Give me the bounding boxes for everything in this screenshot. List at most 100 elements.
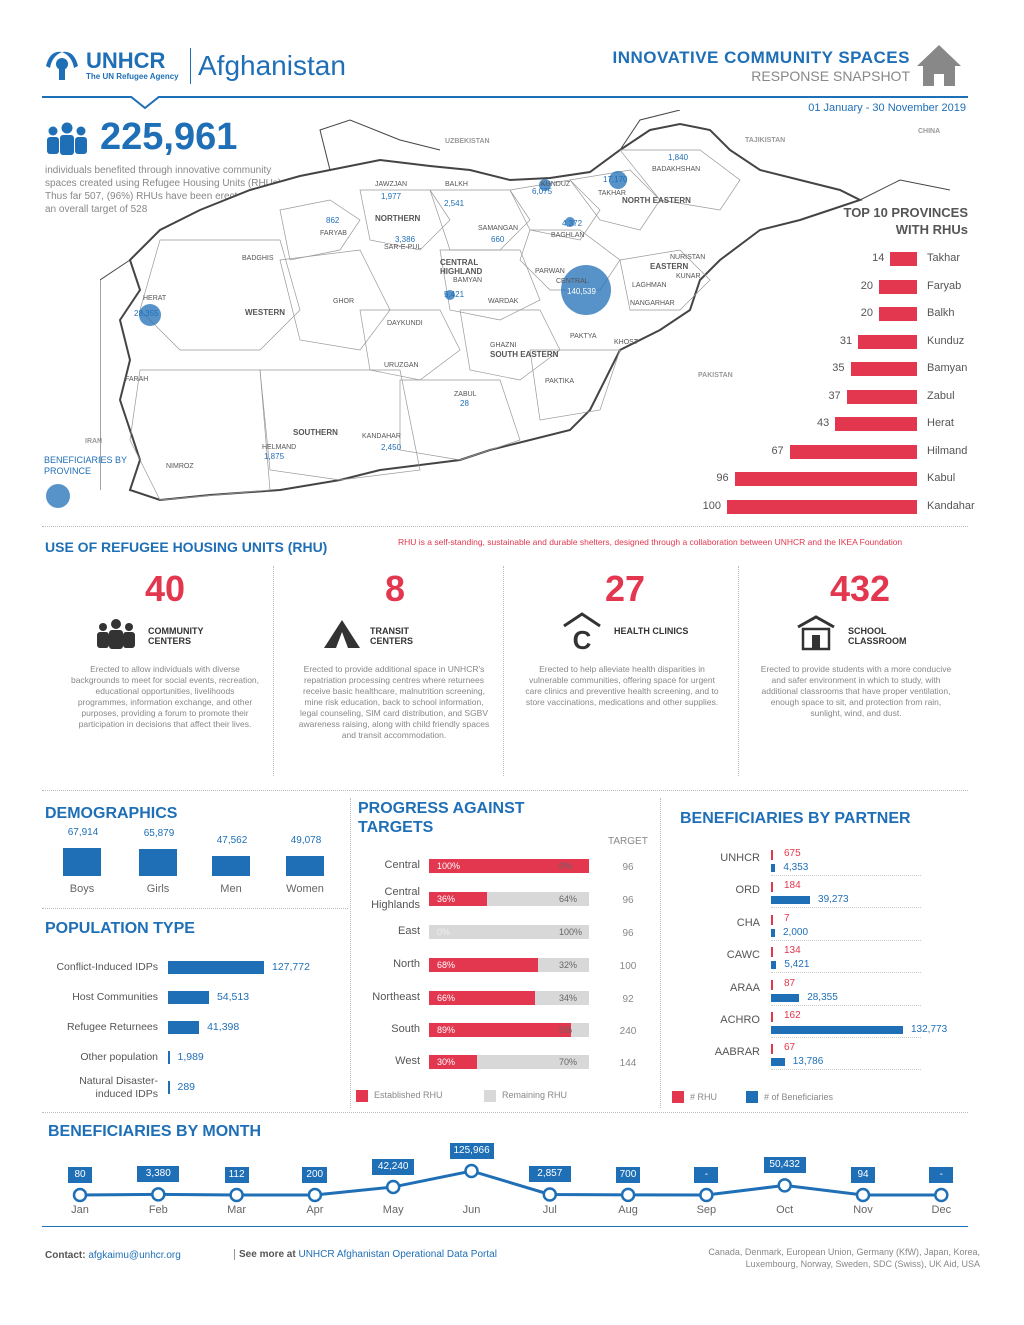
monthly-point <box>935 1189 947 1201</box>
progress-title-1: PROGRESS AGAINST <box>358 800 525 818</box>
demographic-label: Men <box>208 883 254 895</box>
afghanistan-map <box>100 110 950 530</box>
top10-label: Balkh <box>927 307 955 319</box>
partner-name: AABRAR <box>700 1046 760 1058</box>
map-province-value: 17,170 <box>603 175 627 184</box>
top10-value: 96 <box>699 472 729 484</box>
monthly-value: 80 <box>68 1167 92 1183</box>
section-divider-v <box>660 798 661 1108</box>
top10-value: 67 <box>754 445 784 457</box>
map-province-label: LAGHMAN <box>632 282 667 289</box>
map-province-value: 2,541 <box>444 199 464 208</box>
partner-rhu-value: 675 <box>784 848 801 859</box>
top10-bar <box>851 362 918 376</box>
demographics-title: DEMOGRAPHICS <box>45 805 177 823</box>
map-province-label: HERAT <box>143 295 166 302</box>
map-province-label: BADAKHSHAN <box>652 166 700 173</box>
top10-label: Zabul <box>927 390 955 402</box>
monthly-line-chart <box>0 1140 1024 1230</box>
monthly-point <box>152 1188 164 1200</box>
progress-title-2: TARGETS <box>358 819 433 837</box>
map-province-label: KANDAHAR <box>362 433 401 440</box>
demographic-label: Girls <box>135 883 181 895</box>
map-province-value: 1,840 <box>668 153 688 162</box>
partner-name: CHA <box>700 917 760 929</box>
partner-row-divider <box>771 940 921 941</box>
partner-rhu-bar <box>771 915 773 925</box>
progress-established-pct: 68% <box>437 960 455 970</box>
monthly-point <box>74 1189 86 1201</box>
map-region-label: EASTERN <box>650 262 688 271</box>
partner-name: ARAA <box>700 982 760 994</box>
progress-region: Northeast <box>350 991 420 1003</box>
map-country-label: CHINA <box>918 128 940 135</box>
month-label: Nov <box>843 1204 883 1216</box>
rhu-note: RHU is a self-standing, sustainable and … <box>398 537 938 548</box>
report-title: INNOVATIVE COMMUNITY SPACES <box>560 48 910 68</box>
top10-value: 20 <box>843 307 873 319</box>
map-province-label: FARAH <box>125 376 148 383</box>
map-province-label: PARWAN <box>535 268 565 275</box>
map-province-label: PAKTYA <box>570 333 597 340</box>
partner-row-divider <box>771 1037 921 1038</box>
progress-remaining-pct: 32% <box>559 960 577 970</box>
month-label: Jun <box>452 1204 492 1216</box>
legend-rhu-swatch <box>672 1091 684 1103</box>
legend-remaining-swatch <box>484 1090 496 1102</box>
top10-bar <box>879 307 917 321</box>
partner-name: CAWC <box>700 949 760 961</box>
demographic-value: 47,562 <box>210 835 254 846</box>
top10-bar <box>847 390 917 404</box>
top10-label: Kandahar <box>927 500 975 512</box>
footer-donors: Canada, Denmark, European Union, Germany… <box>680 1246 980 1270</box>
partner-rhu-value: 184 <box>784 880 801 891</box>
clinic-icon: C <box>562 612 602 652</box>
map-province-value: 3,386 <box>395 235 415 244</box>
map-province-value: 140,539 <box>567 287 596 296</box>
monthly-value: 112 <box>225 1167 249 1183</box>
map-province-value: 2,450 <box>381 443 401 452</box>
top10-value: 100 <box>691 500 721 512</box>
month-label: Mar <box>217 1204 257 1216</box>
map-province-label: BADGHIS <box>242 255 274 262</box>
map-province-label: BALKH <box>445 181 468 188</box>
monthly-point <box>544 1188 556 1200</box>
see-more-label: See more at <box>239 1249 296 1260</box>
org-name: UNHCR <box>86 48 165 74</box>
card-label: CENTERS <box>148 636 191 647</box>
population-label: Natural Disaster- <box>40 1075 158 1088</box>
map-province-label: SAMANGAN <box>478 225 518 232</box>
map-province-label: NURISTAN <box>670 254 705 261</box>
legend-established-swatch <box>356 1090 368 1102</box>
monthly-point <box>622 1189 634 1201</box>
section-divider <box>42 908 348 909</box>
monthly-point <box>466 1165 478 1177</box>
map-province-label: TAKHAR <box>598 190 626 197</box>
partner-beneficiary-value: 28,355 <box>807 992 838 1003</box>
monthly-point <box>231 1189 243 1201</box>
partner-rhu-value: 134 <box>784 945 801 956</box>
map-province-label: KHOST <box>614 339 638 346</box>
population-label: Other population <box>40 1051 158 1063</box>
partner-rhu-value: 162 <box>784 1010 801 1021</box>
population-bar <box>168 991 209 1004</box>
population-bar <box>168 961 264 974</box>
partner-beneficiary-value: 132,773 <box>911 1024 947 1035</box>
demographic-label: Women <box>282 883 328 895</box>
monthly-point <box>387 1181 399 1193</box>
map-province-label: BAGHLAN <box>551 232 584 239</box>
map-province-label: CENTRAL <box>556 278 589 285</box>
progress-remaining-pct: 5% <box>559 1025 572 1035</box>
map-region-label: SOUTHERN <box>293 428 338 437</box>
progress-established-pct: 30% <box>437 1057 455 1067</box>
progress-region: East <box>350 925 420 937</box>
map-province-label: ZABUL <box>454 391 477 398</box>
portal-link[interactable]: UNHCR Afghanistan Operational Data Porta… <box>298 1249 496 1260</box>
map-province-label: DAYKUNDI <box>387 320 423 327</box>
map-region-label: WESTERN <box>245 308 285 317</box>
contact-email-link[interactable]: afgkaimu@unhcr.org <box>88 1250 180 1261</box>
monthly-value: 94 <box>851 1167 875 1183</box>
progress-established-pct: 66% <box>437 993 455 1003</box>
monthly-value: 50,432 <box>764 1157 806 1173</box>
legend-ben-label: # of Beneficiaries <box>764 1092 833 1102</box>
